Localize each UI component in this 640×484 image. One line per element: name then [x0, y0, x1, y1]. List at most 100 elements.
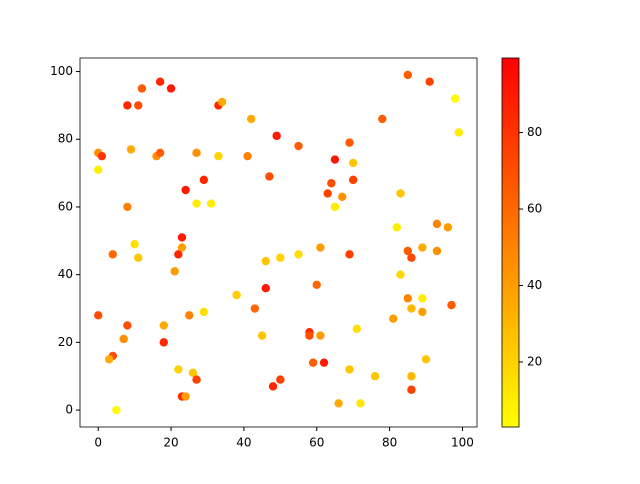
point [305, 331, 314, 340]
point [407, 304, 416, 313]
point [352, 324, 362, 334]
point [261, 284, 270, 293]
point [199, 175, 209, 185]
point [432, 246, 442, 256]
point [356, 399, 365, 408]
y-tick-label: 80 [58, 132, 73, 146]
point [338, 192, 347, 201]
point [214, 151, 223, 161]
point [123, 321, 132, 330]
point [403, 294, 412, 303]
point [454, 128, 463, 137]
point [174, 250, 183, 259]
colorbar-tick-label: 20 [527, 354, 542, 368]
colorbar-tick-label: 80 [527, 125, 542, 139]
point [174, 365, 183, 374]
point [407, 372, 416, 381]
point [155, 77, 165, 86]
point [159, 338, 168, 347]
point [206, 199, 216, 208]
y-tick-label: 0 [65, 403, 73, 417]
point [345, 250, 354, 259]
point [370, 372, 380, 381]
point [276, 253, 285, 262]
point [403, 70, 412, 80]
point [192, 199, 201, 208]
point [396, 270, 405, 279]
point [126, 145, 136, 154]
y-tick-label: 20 [58, 335, 73, 349]
x-tick-label: 40 [236, 436, 251, 450]
point [257, 331, 267, 340]
point [316, 331, 325, 340]
point [323, 189, 332, 198]
point [104, 355, 114, 364]
y-tick-label: 60 [58, 199, 73, 213]
axes-frame [79, 57, 478, 428]
point [94, 165, 103, 174]
point [250, 304, 260, 313]
point [348, 158, 358, 168]
point [137, 84, 147, 93]
colorbar-frame [501, 57, 520, 428]
point [316, 243, 325, 252]
colorbar-tick-label: 40 [527, 278, 542, 292]
point [243, 151, 252, 161]
point [268, 382, 278, 391]
point [327, 179, 336, 188]
point [330, 155, 340, 164]
point [134, 253, 143, 262]
point [378, 114, 387, 124]
colorbar-tick-label: 60 [527, 202, 542, 216]
point [348, 175, 358, 185]
point [345, 138, 354, 147]
point [185, 311, 194, 320]
point [217, 97, 227, 107]
point [418, 243, 427, 252]
point [392, 223, 402, 232]
point [407, 253, 416, 262]
point [181, 392, 190, 401]
point [177, 243, 187, 252]
x-tick-label: 20 [163, 436, 178, 450]
x-tick-label: 100 [451, 436, 474, 450]
point [246, 114, 256, 124]
point [134, 101, 143, 110]
point [345, 365, 354, 374]
point [130, 239, 139, 249]
point [421, 355, 431, 364]
point [312, 280, 321, 290]
point [294, 141, 303, 151]
point [294, 250, 303, 259]
point [407, 385, 416, 394]
point [389, 314, 398, 323]
point [192, 375, 201, 384]
point [319, 358, 329, 367]
point [94, 311, 103, 320]
point [308, 358, 318, 367]
point [450, 94, 460, 103]
point [425, 77, 434, 86]
point [97, 151, 107, 161]
y-tick-label: 40 [58, 267, 73, 281]
y-tick-label: 100 [50, 64, 73, 78]
point [108, 250, 117, 259]
point [418, 294, 427, 303]
point [418, 307, 427, 317]
point [181, 185, 190, 195]
point [447, 300, 456, 310]
x-tick-label: 60 [309, 436, 324, 450]
point [272, 131, 281, 141]
point [112, 405, 121, 415]
point [170, 267, 179, 276]
point [188, 368, 198, 378]
point [403, 246, 412, 256]
point [192, 148, 201, 157]
point [119, 334, 128, 344]
colorbar [502, 58, 519, 427]
point [443, 223, 453, 232]
x-tick-label: 0 [94, 436, 102, 450]
point [123, 101, 132, 110]
point [155, 148, 165, 157]
